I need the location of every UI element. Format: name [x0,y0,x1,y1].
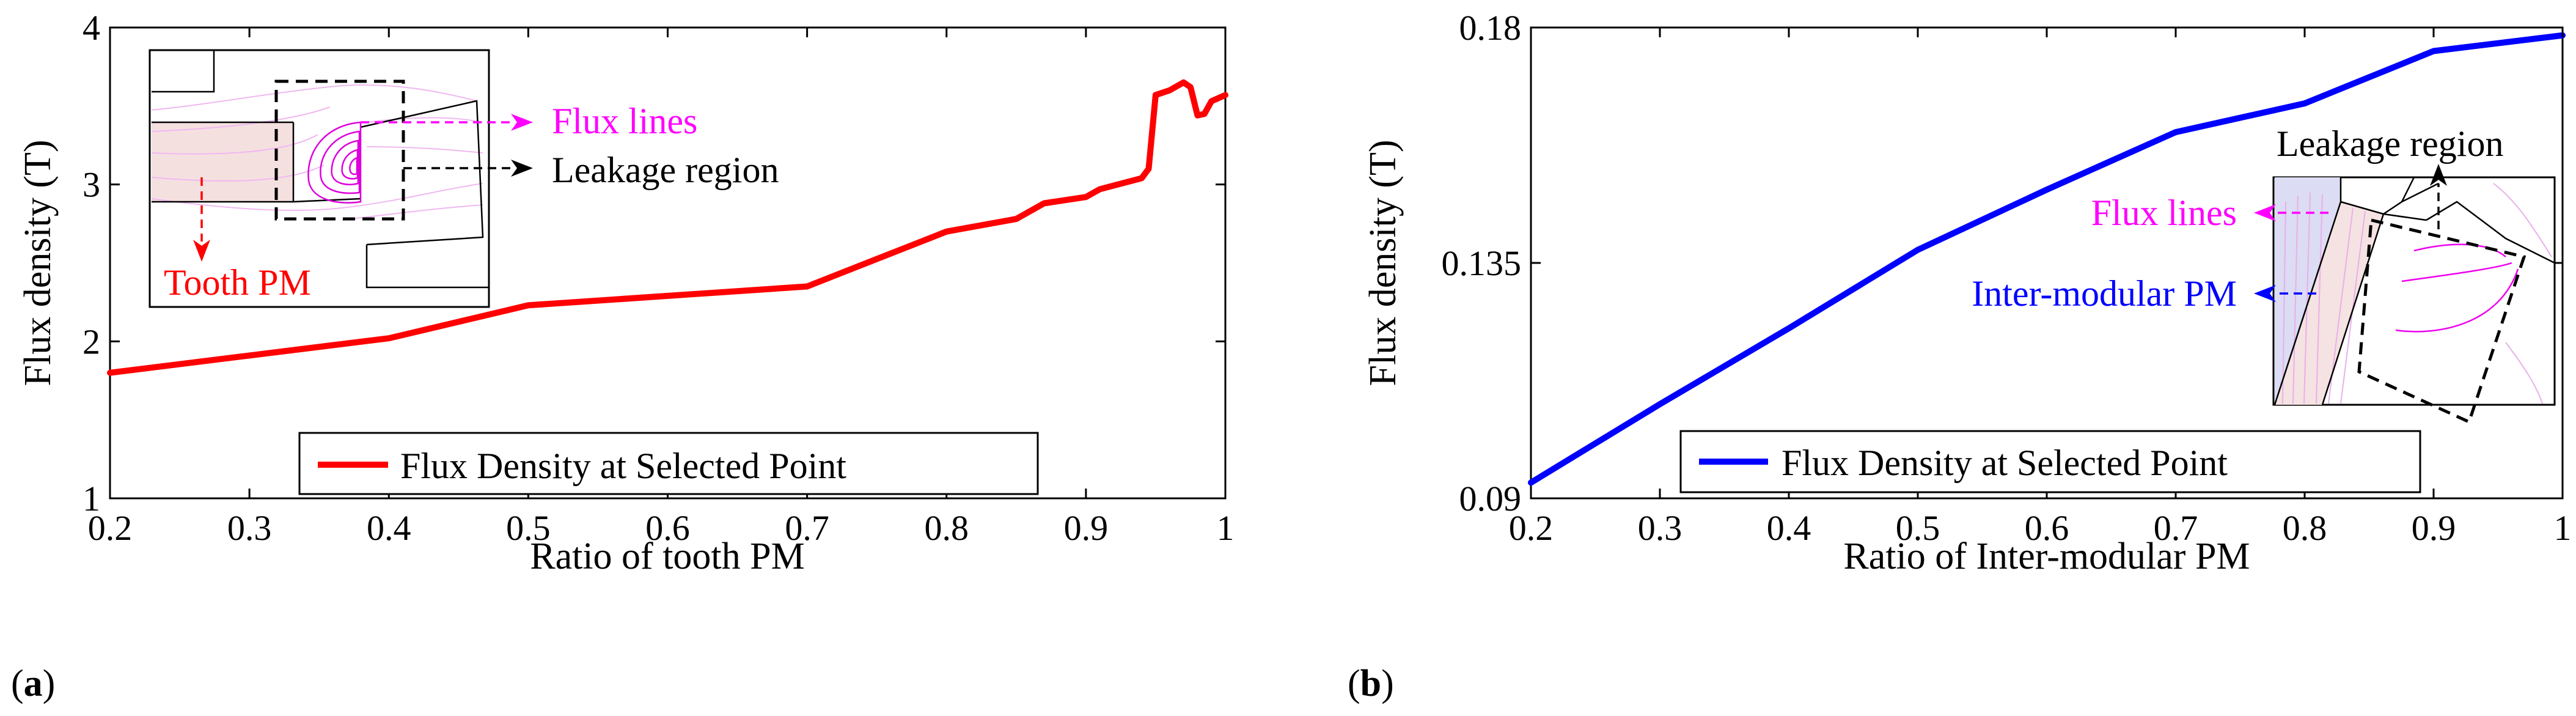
leakage-box-a [274,79,405,221]
inset-b [2254,164,2556,424]
flux-lines-arrowhead-b [2254,204,2276,221]
panel-label-a: (a) [11,663,55,704]
x-tick-label-a: 0.2 [88,508,133,548]
x-tick-label-b: 0.7 [2154,508,2198,548]
y-tick-label-a: 4 [83,8,100,48]
flux-loops-a [307,121,362,204]
x-tick-label-b: 0.3 [1638,508,1682,548]
flux-loops-b [2395,243,2519,333]
annotation-flux-lines-a: Flux lines [552,101,697,141]
annotation-tooth-pm: Tooth PM [164,262,311,303]
flux-lines-arrowhead-a [511,114,533,131]
legend-a: Flux Density at Selected Point [298,432,1039,495]
x-tick-label-a: 0.3 [227,508,272,548]
x-tick-label-b: 0.6 [2025,508,2069,548]
annotation-leakage-region-b: Leakage region [2277,124,2503,164]
annotation-inter-modular-pm: Inter-modular PM [1972,273,2237,314]
leakage-arrowhead-a [511,160,533,177]
x-tick-label-b: 0.4 [1767,508,1811,548]
panel-b: 0.2 0.3 0.4 0.5 0.6 0.7 0.8 0.9 1 0.09 0.135 0.18 [1348,8,2572,704]
annotation-leakage-region-a: Leakage region [552,150,779,190]
structure-lines-b [2273,177,2555,405]
y-tick-label-a: 2 [83,322,100,361]
x-tick-label-b: 1 [2554,508,2572,548]
inset-a: Flux lines Leakage region Tooth PM [149,49,779,308]
legend-a-box [298,432,1039,495]
tooth-pm-region [152,122,293,202]
faint-contours-a [151,84,483,221]
panel-label-b: (b) [1348,663,1394,704]
panel-a: 0.2 0.3 0.4 0.5 0.6 0.7 0.8 0.9 1 1 2 3 4 [11,8,1235,704]
y-tick-label-b: 0.135 [1442,243,1522,283]
legend-b-label: Flux Density at Selected Point [1782,443,2228,483]
x-tick-label-b: 0.2 [1509,508,1554,548]
y-tick-label-a: 3 [83,165,100,205]
legend-b-box [1679,430,2421,493]
x-tick-label-a: 0.5 [506,508,551,548]
tooth-pm-arrowhead [193,240,210,262]
y-axis-label-a: Flux density (T) [17,140,59,386]
x-tick-label-a: 1 [1217,508,1235,548]
x-tick-label-a: 0.6 [645,508,690,548]
x-tick-label-a: 0.7 [785,508,829,548]
y-tick-label-b: 0.09 [1459,479,1522,519]
x-axis-label-b: Ratio of Inter-modular PM [1843,536,2250,577]
legend-a-label: Flux Density at Selected Point [400,446,846,486]
pink-region-b [2275,202,2383,405]
x-tick-label-b: 0.9 [2412,508,2456,548]
inter-modular-arrowhead [2254,285,2276,302]
leakage-arrowhead-b [2430,164,2447,186]
panel-letter-a: a [24,663,43,704]
x-tick-label-a: 0.4 [367,508,411,548]
y-tick-label-a: 1 [83,479,100,519]
series-line-b [1528,32,2566,486]
legend-b: Flux Density at Selected Point [1679,430,2421,493]
panel-letter-b: b [1360,663,1381,704]
x-tick-label-a: 0.9 [1064,508,1109,548]
x-axis-label-a: Ratio of tooth PM [530,536,805,577]
x-tick-label-b: 0.5 [1896,508,1940,548]
y-axis-label-b: Flux density (T) [1362,140,1404,386]
x-tick-label-b: 0.8 [2283,508,2327,548]
leakage-box-b [2357,218,2526,424]
series-line-a [107,79,1228,376]
annotation-flux-lines-b: Flux lines [2091,193,2237,233]
y-tick-label-b: 0.18 [1459,8,1522,48]
x-tick-label-a: 0.8 [925,508,969,548]
